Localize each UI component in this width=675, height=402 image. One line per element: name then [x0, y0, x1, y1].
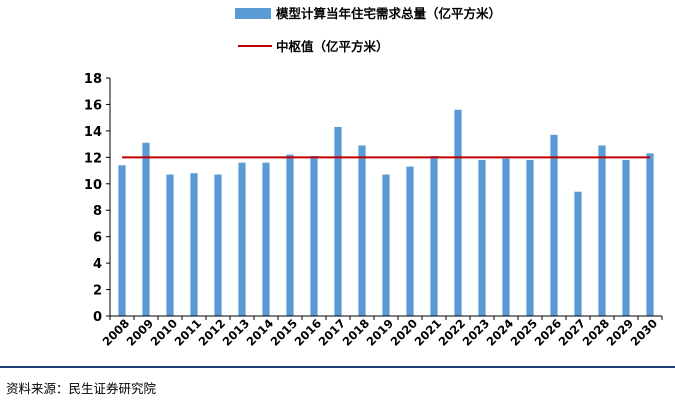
y-tick-label: 14 [84, 125, 102, 140]
y-tick-label: 16 [84, 98, 102, 113]
bar [382, 174, 390, 316]
bar [118, 165, 126, 316]
y-tick-label: 10 [84, 178, 102, 193]
bar [406, 166, 414, 316]
bar [286, 154, 294, 316]
bar [622, 159, 630, 316]
bar [526, 159, 534, 316]
bar [550, 134, 558, 316]
bar [142, 142, 150, 316]
legend-swatch-demand [235, 8, 271, 19]
y-tick-label: 8 [93, 204, 102, 219]
y-tick-label: 18 [84, 72, 102, 87]
legend: 模型计算当年住宅需求总量（亿平方米） 中枢值（亿平方米） [235, 6, 501, 54]
bar [214, 174, 222, 316]
x-axis-ticks: 2008200920102011201220132014201520162017… [100, 316, 663, 349]
bar [238, 162, 246, 316]
y-tick-label: 0 [93, 310, 102, 325]
bar [502, 158, 510, 316]
y-tick-label: 4 [93, 257, 102, 272]
bar-chart: 模型计算当年住宅需求总量（亿平方米） 中枢值（亿平方米） 0 2 4 6 8 10 12 14… [84, 6, 663, 349]
bar [358, 145, 366, 316]
bar [454, 109, 462, 316]
bar [598, 145, 606, 316]
bar [190, 173, 198, 316]
y-tick-label: 12 [84, 151, 102, 166]
legend-label-median: 中枢值（亿平方米） [276, 39, 389, 54]
bar [574, 191, 582, 316]
y-tick-label: 6 [93, 231, 102, 246]
bar [166, 174, 174, 316]
bar [646, 153, 654, 316]
legend-label-demand: 模型计算当年住宅需求总量（亿平方米） [276, 6, 501, 21]
bar [334, 126, 342, 316]
x-tick-label: 2030 [628, 316, 661, 349]
bar [262, 162, 270, 316]
bar [430, 156, 438, 316]
source-divider [0, 366, 675, 368]
source-note: 资料来源：民生证券研究院 [6, 381, 157, 396]
y-axis-ticks: 0 2 4 6 8 10 12 14 16 18 [84, 72, 110, 325]
bars [118, 109, 654, 316]
bar [478, 159, 486, 316]
bar [310, 156, 318, 316]
y-tick-label: 2 [93, 284, 102, 299]
axes [109, 78, 662, 317]
